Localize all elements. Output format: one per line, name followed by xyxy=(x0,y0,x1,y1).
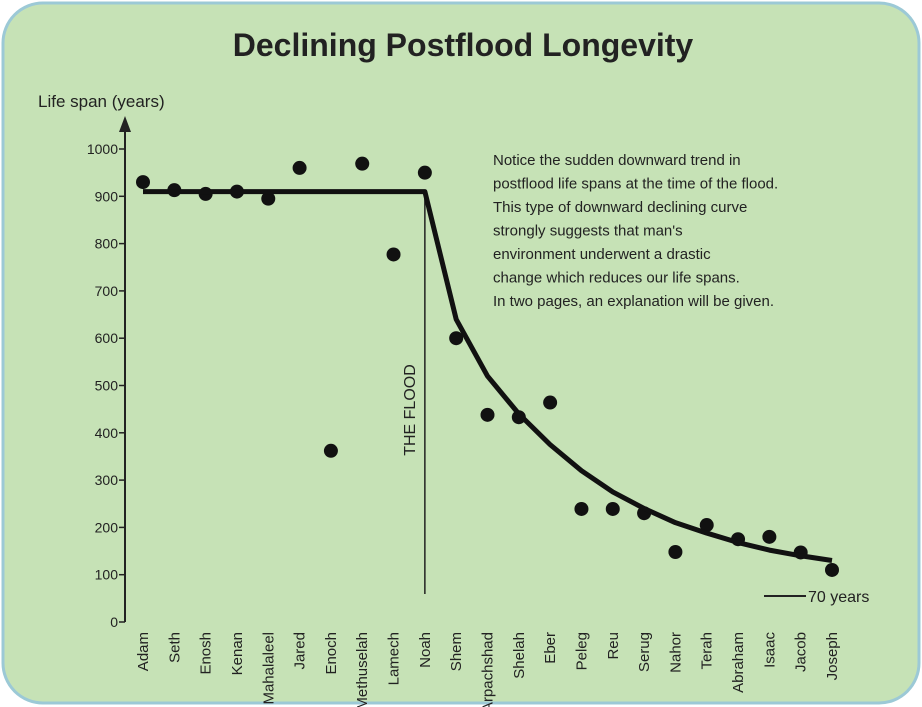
data-point xyxy=(292,160,307,175)
annotation: strongly suggests that man's xyxy=(493,223,683,240)
y-axis-label: Life span (years) xyxy=(38,92,165,111)
data-point xyxy=(825,562,839,577)
x-tick-label: Abraham xyxy=(730,632,747,693)
y-tick-label: 400 xyxy=(95,425,119,441)
x-tick-label: Reu xyxy=(605,632,622,660)
y-tick-label: 700 xyxy=(95,283,119,299)
y-tick-label: 0 xyxy=(110,614,118,630)
y-tick-label: 100 xyxy=(95,567,119,583)
x-tick-label: Adam xyxy=(135,632,152,671)
annotation: Notice the sudden downward trend in xyxy=(493,152,741,169)
x-tick-label: Noah xyxy=(417,632,434,668)
data-point xyxy=(699,518,714,533)
y-tick-label: 900 xyxy=(95,188,119,204)
x-tick-label: Isaac xyxy=(761,632,778,668)
x-tick-label: Arpachshad xyxy=(480,632,497,707)
annotation: environment underwent a drastic xyxy=(493,246,711,263)
y-tick-label: 500 xyxy=(95,378,119,394)
x-tick-label: Peleg xyxy=(573,632,590,670)
data-point xyxy=(605,501,620,516)
x-tick-label: Joseph xyxy=(824,632,841,680)
data-point xyxy=(355,156,370,171)
x-tick-label: Nahor xyxy=(667,632,684,673)
data-point xyxy=(449,331,464,346)
axis-arrow xyxy=(119,116,131,132)
annotation: This type of downward declining curve xyxy=(493,199,747,216)
y-tick-label: 200 xyxy=(95,519,119,535)
data-point xyxy=(543,395,558,410)
flood-label: THE FLOOD xyxy=(402,364,419,456)
x-tick-label: Lamech xyxy=(386,632,403,685)
x-tick-label: Mahalaleel xyxy=(260,632,277,705)
data-point xyxy=(762,529,777,544)
y-tick-label: 600 xyxy=(95,330,119,346)
data-point xyxy=(136,175,150,190)
x-tick-label: Enosh xyxy=(198,632,215,675)
x-tick-label: Jacob xyxy=(793,632,810,672)
y-tick-label: 300 xyxy=(95,472,119,488)
x-tick-label: Enoch xyxy=(323,632,340,675)
x-tick-label: Eber xyxy=(542,632,559,664)
trend-curve xyxy=(143,189,833,563)
x-tick-label: Methuselah xyxy=(354,632,371,707)
marker-label: 70 years xyxy=(808,589,869,606)
x-tick-label: Shem xyxy=(448,632,465,671)
data-point xyxy=(261,191,276,206)
y-tick-label: 1000 xyxy=(87,141,118,157)
annotation: change which reduces our life spans. xyxy=(493,270,740,287)
x-tick-label: Shelah xyxy=(511,632,528,679)
data-point xyxy=(480,407,495,422)
data-point xyxy=(574,501,589,516)
data-point xyxy=(386,247,401,262)
data-point xyxy=(323,443,338,458)
data-point xyxy=(417,165,432,180)
x-tick-label: Seth xyxy=(166,632,183,663)
x-tick-label: Jared xyxy=(292,632,309,670)
x-tick-label: Kenan xyxy=(229,632,246,675)
annotation: postflood life spans at the time of the … xyxy=(493,176,778,193)
x-tick-label: Serug xyxy=(636,632,653,672)
annotation: In two pages, an explanation will be giv… xyxy=(493,293,774,310)
x-tick-label: Terah xyxy=(699,632,716,670)
data-point xyxy=(668,544,683,559)
chart-title: Declining Postflood Longevity xyxy=(233,27,694,63)
y-tick-label: 800 xyxy=(95,236,119,252)
